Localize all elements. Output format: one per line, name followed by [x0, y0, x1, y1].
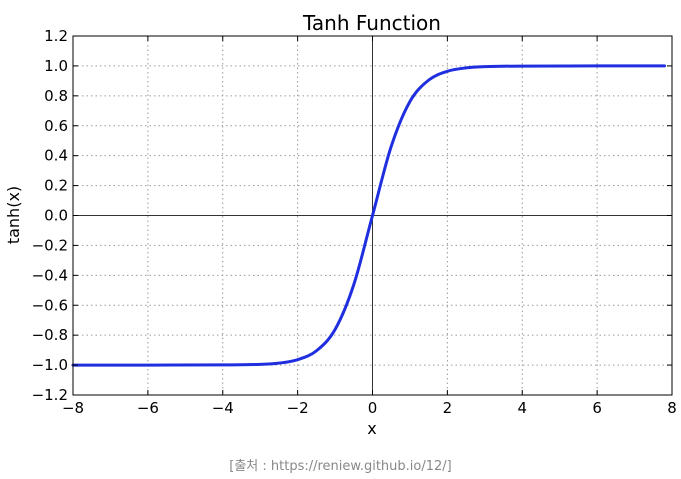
x-tick-label: −8	[62, 399, 84, 417]
tanh-curve	[71, 64, 667, 367]
x-tick-label: −4	[212, 399, 234, 417]
x-tick-label: −2	[287, 399, 309, 417]
chart-title: Tanh Function	[302, 11, 441, 35]
x-tick-label: 0	[368, 399, 378, 417]
y-tick-label: −1.2	[32, 386, 68, 404]
y-tick-label: 0.6	[44, 117, 68, 135]
x-tick-label: −6	[137, 399, 159, 417]
y-tick-label: 0.4	[44, 147, 68, 165]
y-tick-label: −1.0	[32, 356, 68, 374]
y-tick-label: −0.8	[32, 326, 68, 344]
x-tick-label: 6	[592, 399, 602, 417]
y-tick-label: 0.2	[44, 177, 68, 195]
x-tick-labels: −8 −6 −4 −2 0 2 4 6 8	[62, 399, 677, 417]
tick-marks	[72, 35, 673, 396]
x-tick-label: 8	[667, 399, 677, 417]
y-tick-label: −0.6	[32, 296, 68, 314]
x-axis-label: x	[367, 419, 376, 438]
x-tick-label: 2	[443, 399, 453, 417]
tanh-chart: Tanh Function −8 −6 −4 −2 0 2 4 6 8 1.2 1.0 0.8 0.6…	[4, 11, 677, 438]
y-tick-label: −0.2	[32, 236, 68, 254]
y-tick-label: 1.2	[44, 27, 68, 45]
y-tick-label: −0.4	[32, 266, 68, 284]
y-tick-label: 1.0	[44, 57, 68, 75]
y-tick-label: 0.8	[44, 87, 68, 105]
source-caption: [출처 : https://reniew.github.io/12/]	[229, 459, 452, 474]
y-tick-label: 0.0	[44, 207, 68, 225]
y-axis-label: tanh(x)	[4, 186, 23, 244]
y-tick-labels: 1.2 1.0 0.8 0.6 0.4 0.2 0.0 −0.2 −0.4 −0.6 −0.8 −1.…	[32, 27, 68, 404]
x-tick-label: 4	[517, 399, 527, 417]
